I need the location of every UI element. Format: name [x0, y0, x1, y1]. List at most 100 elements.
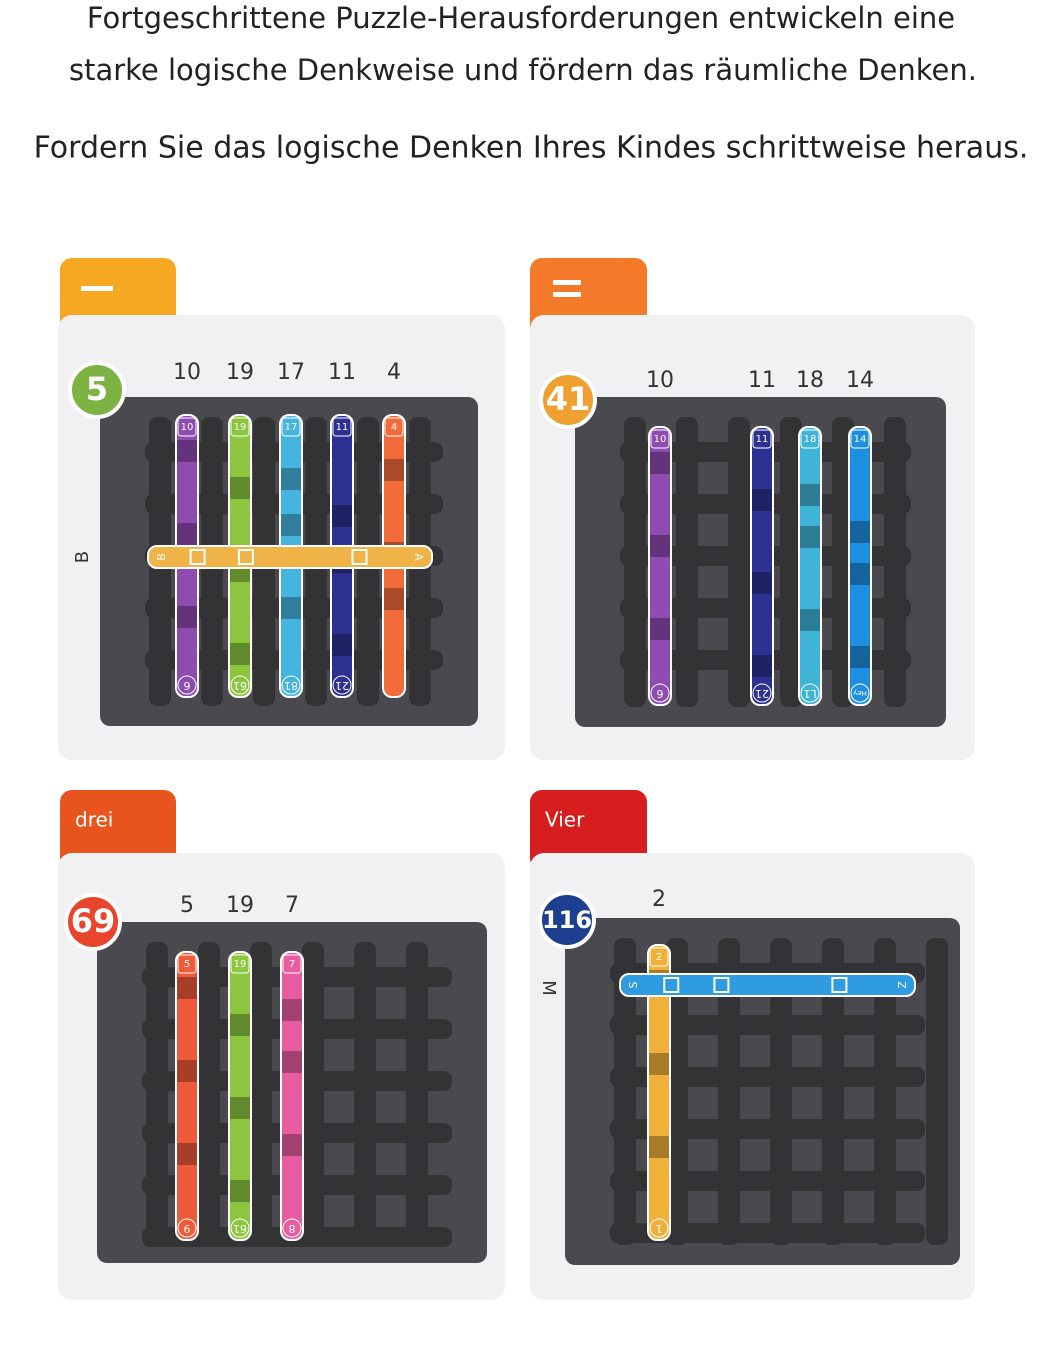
board-groove [406, 942, 428, 1243]
tab-label: drei [75, 808, 113, 832]
column-number: 10 [173, 360, 201, 385]
bar-cell [650, 535, 670, 557]
crossbar-label: S [627, 981, 640, 988]
badge [539, 371, 597, 429]
crossbar-cell [663, 977, 680, 993]
tab-mark [81, 286, 113, 291]
side-label: B [72, 551, 93, 563]
bar-cell [282, 1051, 302, 1073]
column-number: 19 [226, 893, 254, 918]
bar-label: 8 [289, 1222, 296, 1235]
bar [648, 426, 672, 706]
column-number: 7 [285, 893, 299, 918]
tab [530, 790, 647, 870]
column-number: 4 [387, 360, 401, 385]
bar [280, 951, 304, 1241]
crossbar-cell [351, 549, 368, 565]
column-number: 17 [277, 360, 305, 385]
bar-label: Hey [853, 689, 867, 697]
bar-label-ring [281, 675, 301, 695]
bar-cell [752, 489, 772, 511]
tab-label: Vier [545, 808, 585, 832]
bar-label-box [230, 417, 250, 437]
board-groove [666, 938, 688, 1245]
bar-label: 61 [233, 679, 247, 692]
bar-cell [650, 452, 670, 474]
bar-cell [177, 1143, 197, 1165]
board-groove [610, 1067, 925, 1087]
bar-label-ring [332, 675, 352, 695]
bar-label-ring [282, 1218, 302, 1238]
board-groove [354, 942, 376, 1243]
bar-label: 19 [234, 959, 247, 970]
tab-mark [553, 280, 581, 285]
board-groove [610, 1171, 925, 1191]
board-groove [926, 938, 948, 1245]
column-number: 5 [180, 893, 194, 918]
bar-cell [752, 572, 772, 594]
bar-cell [230, 1014, 250, 1036]
bar [750, 426, 774, 706]
board-groove [770, 938, 792, 1245]
crossbar [619, 973, 916, 997]
board-groove [610, 1119, 925, 1139]
bar-cell [850, 521, 870, 543]
bar-label: 9 [184, 1222, 191, 1235]
bar-label: 4 [391, 422, 397, 433]
bar-label: 11 [756, 434, 769, 445]
bar-label-box [752, 429, 772, 449]
crossbar-cell [713, 977, 730, 993]
bar-label: 2 [656, 952, 662, 963]
column-number: 14 [846, 368, 874, 393]
bar [175, 951, 199, 1241]
bar-cell [230, 1097, 250, 1119]
bar-cell [752, 655, 772, 677]
headline: Fortgeschrittene Puzzle-Herausforderunge… [87, 1, 955, 35]
bar-cell [230, 643, 250, 665]
bar-cell [800, 609, 820, 631]
bar-label: 1 [656, 1222, 663, 1235]
bar-label: 19 [234, 422, 247, 433]
bar-label-ring [177, 675, 197, 695]
bar-label: 18 [804, 434, 817, 445]
bar-label: 21 [335, 679, 349, 692]
bar-cell [800, 484, 820, 506]
bar-label-box [332, 417, 352, 437]
badge-number: 41 [546, 380, 591, 418]
bar-cell [177, 977, 197, 999]
side-label: M [538, 980, 559, 996]
bar-cell [649, 1053, 669, 1075]
bar-label: 21 [755, 687, 769, 700]
bar-label-box [281, 417, 301, 437]
bar-label-ring [230, 675, 250, 695]
bar-label-box [650, 429, 670, 449]
column-number: 18 [796, 368, 824, 393]
crossbar [147, 545, 433, 569]
badge-number: 5 [86, 370, 108, 408]
bar [798, 426, 822, 706]
board-groove [718, 938, 740, 1245]
bar-cell [384, 459, 404, 481]
tab-mark [553, 292, 581, 297]
column-number: 10 [646, 368, 674, 393]
board-groove [250, 942, 272, 1243]
bar-label: 5 [184, 959, 190, 970]
bar-label: 81 [284, 679, 298, 692]
board-groove [874, 938, 896, 1245]
bar-label-ring [649, 1218, 669, 1238]
bar-label: 7 [289, 959, 295, 970]
bar-cell [177, 1060, 197, 1082]
bar-label: 10 [654, 434, 667, 445]
headline: starke logische Denkweise und fördern da… [69, 53, 977, 87]
bar-cell [281, 514, 301, 536]
badge [64, 893, 122, 951]
crossbar-cell [831, 977, 848, 993]
bar-cell [850, 563, 870, 585]
bar-label: 61 [233, 1222, 247, 1235]
bar [647, 944, 671, 1241]
bar-cell [281, 468, 301, 490]
column-number: 11 [748, 368, 776, 393]
bar-cell [650, 618, 670, 640]
bar-label: 6 [657, 687, 664, 700]
